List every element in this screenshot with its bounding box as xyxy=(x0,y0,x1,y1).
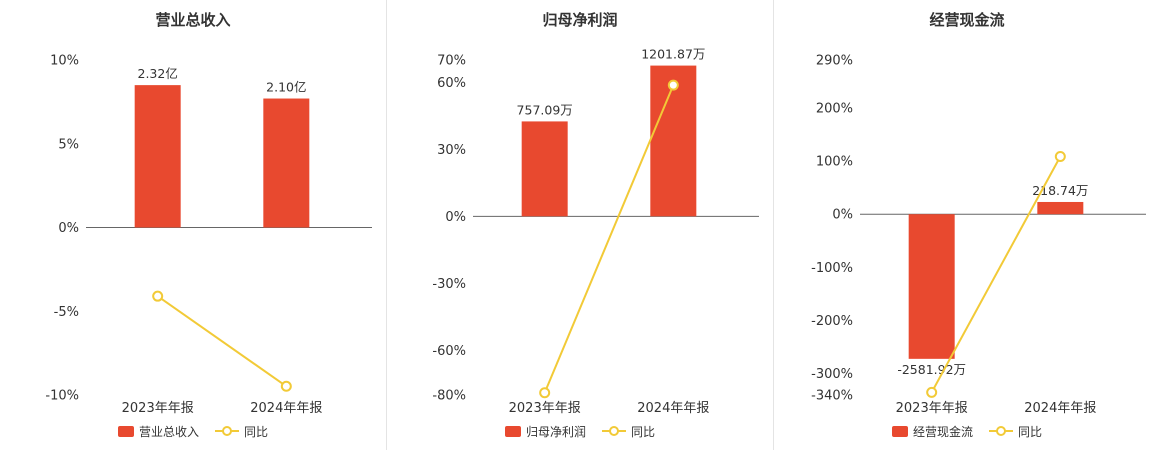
y-tick-label: -340% xyxy=(811,389,853,404)
y-tick-label: -30% xyxy=(432,277,466,292)
yoy-point-2024年年报[interactable] xyxy=(1054,151,1066,163)
net-profit-chart: 70% 60% 30% 0% -30% -60% -80% 757.09万 1201.87万 20… xyxy=(432,47,759,416)
legend-label: 同比 xyxy=(631,424,656,439)
chart-title-revenue: 营业总收入 xyxy=(155,11,231,29)
bar-value-label: 2.10亿 xyxy=(266,80,306,95)
y-tick-label: 290% xyxy=(816,54,853,69)
legend-item-bar[interactable]: 经营现金流 xyxy=(891,423,973,440)
chart-title-cash-flow: 经营现金流 xyxy=(929,11,1005,29)
bar-swatch-icon xyxy=(117,425,134,437)
yoy-point-2024年年报[interactable] xyxy=(280,380,292,392)
y-tick-label: 10% xyxy=(50,54,79,69)
legend-item-line[interactable]: 同比 xyxy=(602,423,655,440)
y-tick-label: 0% xyxy=(58,221,79,236)
line-marker-icon xyxy=(989,426,1013,436)
chart-panel-cash-flow: 经营现金流 290% 200% 100% 0% -100% -200% -300% -340%… xyxy=(773,0,1160,450)
yoy-point-2024年年报[interactable] xyxy=(667,79,679,91)
bar-2023年年报[interactable] xyxy=(908,214,955,359)
yoy-point-2023年年报[interactable] xyxy=(152,290,164,302)
revenue-chart: 10% 5% 0% -5% -10% 2.32亿 2.10亿 2023年年报 2024年年报 xyxy=(45,54,372,416)
legend-label: 同比 xyxy=(1018,424,1043,439)
y-tick-label: -300% xyxy=(811,367,853,382)
bar-2024年年报[interactable] xyxy=(650,65,697,217)
bar-swatch-icon xyxy=(891,425,908,437)
x-category-label: 2023年年报 xyxy=(896,401,968,416)
bar-value-label: 1201.87万 xyxy=(641,47,705,62)
y-tick-label: -100% xyxy=(811,261,853,276)
bar-2023年年报[interactable] xyxy=(521,121,568,217)
chart-panel-revenue: 营业总收入 10% 5% 0% -5% -10% 2.32亿 2.10亿 2023年年报 202… xyxy=(0,0,386,450)
y-tick-label: 200% xyxy=(816,101,853,116)
yoy-line xyxy=(157,295,287,388)
y-tick-label: 0% xyxy=(832,208,853,223)
legend-item-bar[interactable]: 归母净利润 xyxy=(504,423,586,440)
bar-value-label: 2.32亿 xyxy=(138,66,178,81)
yoy-point-2023年年报[interactable] xyxy=(539,387,551,399)
bar-2023年年报[interactable] xyxy=(134,85,181,228)
y-tick-label: 0% xyxy=(445,210,466,225)
y-tick-label: 70% xyxy=(437,54,466,69)
y-tick-label: 30% xyxy=(437,143,466,158)
y-tick-label: -80% xyxy=(432,389,466,404)
y-tick-label: 5% xyxy=(58,137,79,152)
bar-value-label: 218.74万 xyxy=(1032,183,1088,198)
y-tick-label: -60% xyxy=(432,344,466,359)
x-category-label: 2023年年报 xyxy=(122,401,194,416)
legend-label: 归母净利润 xyxy=(525,424,586,439)
chart-legend-net-profit: 归母净利润 同比 xyxy=(387,420,773,442)
line-marker-icon xyxy=(602,426,626,436)
x-category-label: 2024年年报 xyxy=(637,401,709,416)
y-tick-label: 60% xyxy=(437,76,466,91)
y-tick-label: 100% xyxy=(816,155,853,170)
x-category-label: 2024年年报 xyxy=(1024,401,1096,416)
legend-label: 同比 xyxy=(244,424,269,439)
bar-value-label: 757.09万 xyxy=(517,102,573,117)
legend-item-line[interactable]: 同比 xyxy=(989,423,1042,440)
yoy-point-2023年年报[interactable] xyxy=(926,386,938,398)
bar-swatch-icon xyxy=(504,425,521,437)
chart-legend-cash-flow: 经营现金流 同比 xyxy=(774,420,1160,442)
legend-item-line[interactable]: 同比 xyxy=(215,423,268,440)
chart-title-net-profit: 归母净利润 xyxy=(542,11,618,29)
bar-2024年年报[interactable] xyxy=(263,98,310,228)
y-tick-label: -10% xyxy=(45,389,79,404)
legend-label: 经营现金流 xyxy=(912,424,973,439)
chart-legend-revenue: 营业总收入 同比 xyxy=(0,420,386,442)
chart-panel-net-profit: 归母净利润 70% 60% 30% 0% -30% -60% -80% 757.09万 1201… xyxy=(386,0,773,450)
bar-value-label: -2581.92万 xyxy=(897,362,966,377)
y-tick-label: -5% xyxy=(54,305,79,320)
x-category-label: 2023年年报 xyxy=(509,401,581,416)
y-tick-label: -200% xyxy=(811,314,853,329)
legend-item-bar[interactable]: 营业总收入 xyxy=(117,423,199,440)
x-category-label: 2024年年报 xyxy=(250,401,322,416)
line-marker-icon xyxy=(215,426,239,436)
legend-label: 营业总收入 xyxy=(138,424,199,439)
bar-2024年年报[interactable] xyxy=(1037,201,1084,215)
cash-flow-chart: 290% 200% 100% 0% -100% -200% -300% -340% -2581.… xyxy=(811,54,1146,416)
yoy-line xyxy=(930,156,1062,393)
yoy-line xyxy=(543,84,675,394)
